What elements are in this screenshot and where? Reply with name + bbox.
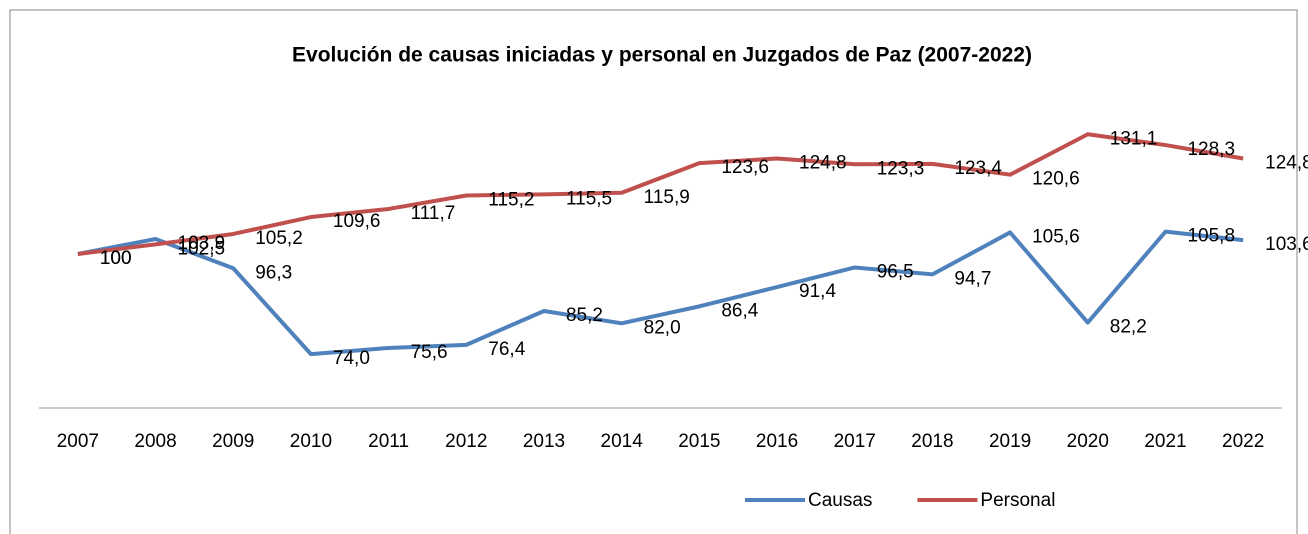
data-label: 120,6 xyxy=(1032,169,1080,190)
data-label: 103,9 xyxy=(178,233,226,254)
data-label: 96,5 xyxy=(877,261,914,282)
data-label: 123,6 xyxy=(721,157,769,178)
x-tick-label: 2010 xyxy=(290,431,332,452)
data-label: 105,2 xyxy=(255,228,303,249)
data-label: 94,7 xyxy=(954,268,991,289)
x-tick-label: 2020 xyxy=(1067,431,1109,452)
x-tick-label: 2007 xyxy=(57,431,99,452)
data-label: 123,3 xyxy=(877,158,925,179)
data-label: 115,5 xyxy=(566,188,612,209)
series-line xyxy=(77,229,1244,357)
data-label: 124,8 xyxy=(1265,153,1308,174)
x-tick-label: 2014 xyxy=(601,431,644,452)
data-label: 91,4 xyxy=(799,281,836,302)
x-tick-label: 2008 xyxy=(134,431,176,452)
x-tick-label: 2015 xyxy=(678,431,720,452)
x-tick-label: 2016 xyxy=(756,431,798,452)
data-label: 131,1 xyxy=(1110,128,1158,149)
data-label: 115,9 xyxy=(644,187,690,208)
x-tick-label: 2011 xyxy=(368,431,409,452)
x-tick-label: 2022 xyxy=(1222,431,1264,452)
data-label: 123,4 xyxy=(954,158,1002,179)
data-label: 124,8 xyxy=(799,153,847,174)
x-tick-label: 2013 xyxy=(523,431,565,452)
data-label: 76,4 xyxy=(488,339,525,360)
data-label: 82,2 xyxy=(1110,317,1147,338)
x-tick-label: 2012 xyxy=(445,431,487,452)
data-label: 74,0 xyxy=(333,348,370,369)
data-label: 100 xyxy=(100,248,132,269)
series-line xyxy=(77,132,1244,256)
data-label: 109,6 xyxy=(333,211,381,232)
data-label: 100 xyxy=(100,248,132,269)
data-label: 103,6 xyxy=(1265,234,1308,255)
data-label: 75,6 xyxy=(411,342,448,363)
x-tick-label: 2018 xyxy=(911,431,953,452)
data-label: 128,3 xyxy=(1187,139,1235,160)
x-tick-label: 2017 xyxy=(834,431,876,452)
legend-label: Personal xyxy=(980,490,1055,511)
x-tick-label: 2019 xyxy=(989,431,1031,452)
x-tick-label: 2021 xyxy=(1144,431,1186,452)
data-label: 115,2 xyxy=(488,189,534,210)
data-label: 102,5 xyxy=(178,238,226,259)
chart-title: Evolución de causas iniciadas y personal… xyxy=(292,44,1032,67)
x-tick-label: 2009 xyxy=(212,431,254,452)
data-label: 86,4 xyxy=(721,300,758,321)
data-label: 105,8 xyxy=(1187,226,1235,247)
data-label: 105,6 xyxy=(1032,226,1080,247)
data-label: 111,7 xyxy=(411,203,456,224)
data-label: 85,2 xyxy=(566,305,603,326)
chart-border xyxy=(9,9,1298,534)
data-label: 82,0 xyxy=(644,317,681,338)
data-label: 96,3 xyxy=(255,262,292,283)
legend-label: Causas xyxy=(808,490,872,511)
